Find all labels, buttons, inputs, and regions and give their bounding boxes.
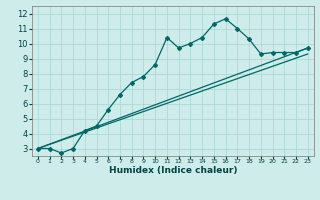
X-axis label: Humidex (Indice chaleur): Humidex (Indice chaleur) [108,166,237,175]
